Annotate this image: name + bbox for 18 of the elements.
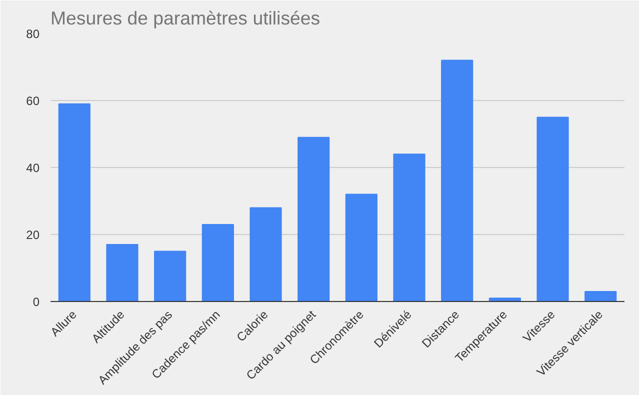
bar bbox=[536, 116, 569, 302]
y-tick-label: 60 bbox=[26, 94, 40, 108]
bar bbox=[250, 207, 282, 302]
bar bbox=[393, 154, 426, 302]
y-tick-label: 80 bbox=[26, 27, 40, 41]
chart-title: Mesures de paramètres utilisées bbox=[50, 8, 320, 28]
bar bbox=[488, 298, 521, 302]
bar bbox=[345, 194, 378, 302]
bar bbox=[441, 60, 474, 302]
bar bbox=[106, 244, 138, 302]
bar bbox=[154, 250, 186, 302]
y-tick-label: 0 bbox=[32, 295, 40, 309]
y-tick-label: 40 bbox=[26, 161, 40, 175]
bar bbox=[202, 224, 234, 302]
bar bbox=[298, 136, 330, 302]
bar bbox=[58, 103, 90, 302]
y-tick-label: 20 bbox=[26, 228, 40, 242]
bar bbox=[584, 290, 617, 302]
